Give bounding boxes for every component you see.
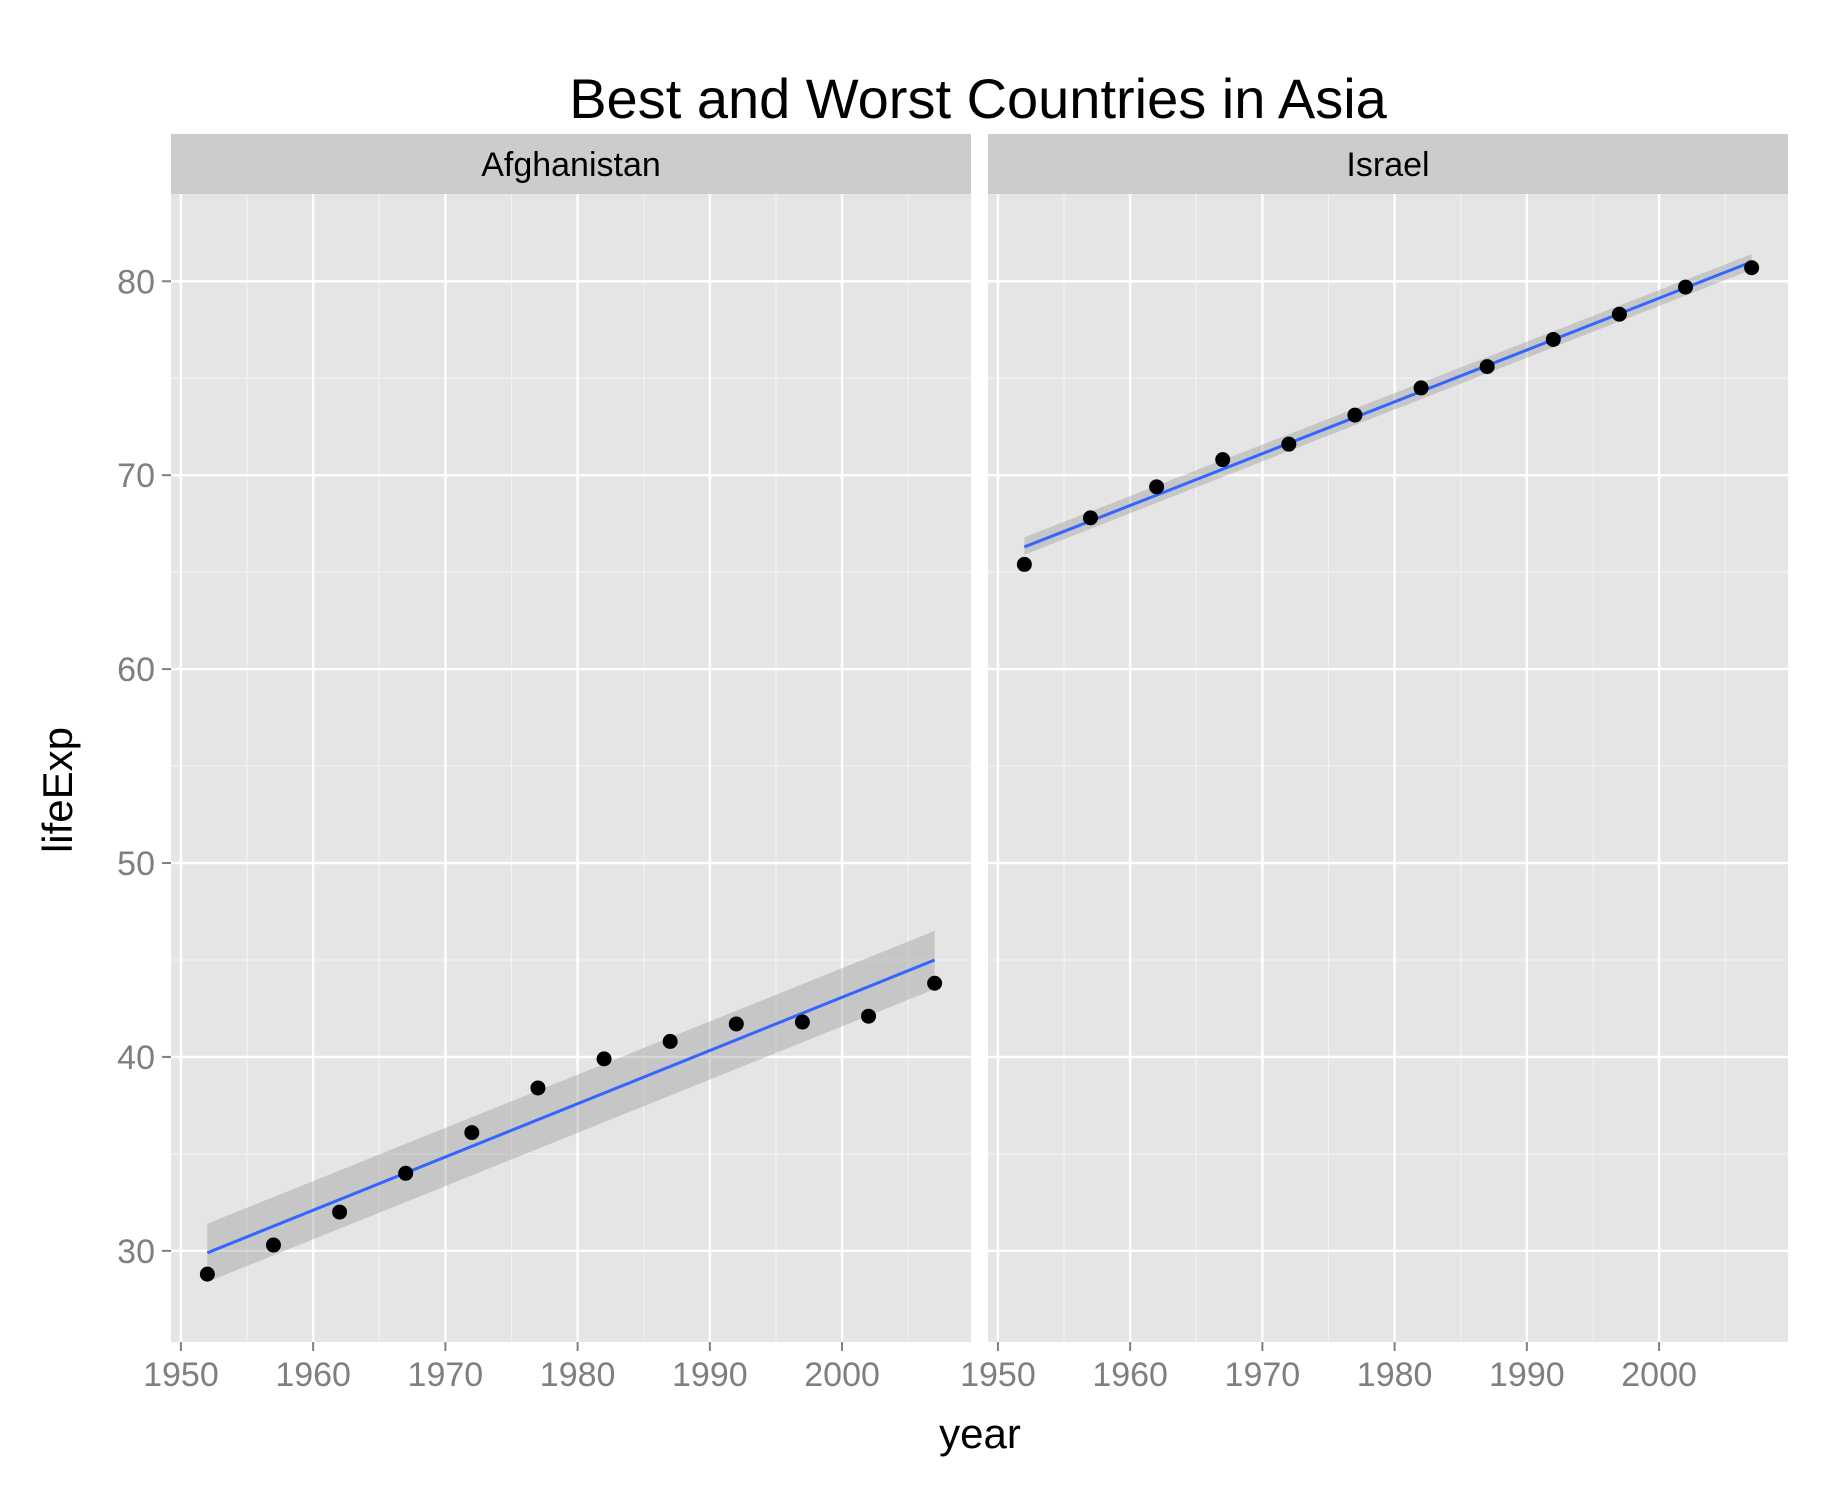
- data-point: [794, 1014, 810, 1030]
- data-point: [1611, 306, 1627, 322]
- data-point: [464, 1125, 480, 1141]
- x-tick-label: 2000: [1621, 1356, 1697, 1394]
- data-point: [530, 1080, 546, 1096]
- y-axis-title: lifeExp: [34, 727, 81, 853]
- facet-strip: [171, 134, 971, 194]
- x-tick-label: 1960: [275, 1356, 351, 1394]
- y-tick-label: 50: [117, 845, 155, 883]
- data-point: [1479, 359, 1495, 375]
- y-tick-label: 60: [117, 651, 155, 689]
- data-point: [1347, 407, 1363, 423]
- x-tick-label: 1950: [143, 1356, 219, 1394]
- smooth-line: [1023, 260, 1753, 549]
- panel-background: [988, 194, 1788, 1342]
- x-tick-label: 1960: [1092, 1356, 1168, 1394]
- x-axis-title: year: [939, 1410, 1021, 1457]
- data-point: [596, 1051, 612, 1067]
- data-point: [1678, 279, 1694, 295]
- smooth-line: [206, 958, 936, 1255]
- y-tick-label: 70: [117, 457, 155, 495]
- x-tick-label: 1990: [672, 1356, 748, 1394]
- data-point: [265, 1237, 281, 1253]
- data-point: [199, 1266, 215, 1282]
- chart-title: Best and Worst Countries in Asia: [569, 67, 1387, 130]
- x-tick-label: 1990: [1489, 1356, 1565, 1394]
- data-point: [1744, 260, 1760, 276]
- y-tick-label: 80: [117, 263, 155, 301]
- data-point: [1281, 436, 1297, 452]
- facet-strip-label: Israel: [1346, 146, 1429, 184]
- data-point: [1215, 452, 1231, 468]
- y-tick-label: 30: [117, 1233, 155, 1271]
- panel-background: [171, 194, 971, 1342]
- x-tick-label: 1980: [540, 1356, 616, 1394]
- y-axis: 30 40 50 60 70 80: [117, 263, 171, 1271]
- x-tick-label: 1970: [1225, 1356, 1301, 1394]
- x-tick-label: 1970: [408, 1356, 484, 1394]
- facet-panel-israel: Israel 1950 1960 1970 1980 1990 2000: [960, 134, 1788, 1394]
- data-point: [332, 1204, 348, 1220]
- data-point: [662, 1033, 678, 1049]
- data-point: [1149, 479, 1165, 495]
- y-tick-label: 40: [117, 1039, 155, 1077]
- x-tick-label: 1980: [1357, 1356, 1433, 1394]
- data-point: [927, 975, 943, 991]
- data-point: [1016, 556, 1032, 572]
- data-point: [1413, 380, 1429, 396]
- data-point: [1545, 331, 1561, 347]
- facet-panel-afghanistan: Afghanistan 1950 1960 1970 1980 1990 2000: [143, 134, 971, 1394]
- data-point: [1082, 510, 1098, 526]
- data-point: [861, 1008, 877, 1024]
- data-point: [398, 1165, 414, 1181]
- x-tick-label: 1950: [960, 1356, 1036, 1394]
- facet-strip-label: Afghanistan: [481, 146, 661, 184]
- facet-strip: [988, 134, 1788, 194]
- x-tick-label: 2000: [804, 1356, 880, 1394]
- data-point: [728, 1016, 744, 1032]
